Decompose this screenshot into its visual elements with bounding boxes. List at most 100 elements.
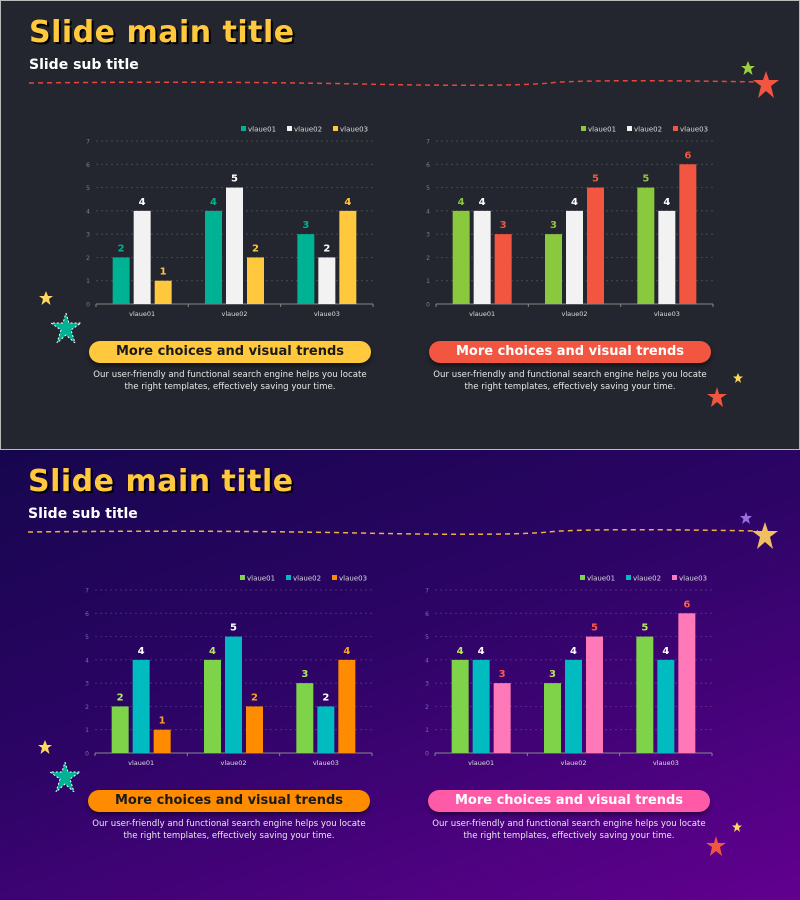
bar-vlaue01-vlaue03: [636, 636, 654, 753]
data-label: 4: [210, 197, 217, 208]
y-tick-label: 6: [426, 162, 430, 169]
legend-label: vlaue01: [588, 126, 616, 134]
slide-sub-title: Slide sub title: [29, 57, 139, 73]
bar-vlaue02-vlaue03: [318, 257, 336, 304]
bar-chart-right: 0 1 2 3 4 5 6 7 vlaue01 vlaue02 vlaue03 4 3 5 vlaue01 4…: [425, 575, 713, 767]
y-tick-label: 7: [85, 588, 89, 595]
y-tick-label: 0: [85, 751, 89, 758]
legend-label: vlaue01: [248, 126, 276, 134]
y-tick-label: 7: [426, 139, 430, 146]
trends-button[interactable]: More choices and visual trends: [89, 341, 371, 363]
legend-swatch: [581, 126, 586, 131]
bar-vlaue03-vlaue02: [586, 636, 603, 753]
legend-label: vlaue02: [633, 575, 661, 583]
y-tick-label: 5: [426, 185, 430, 192]
legend-swatch: [287, 126, 292, 131]
x-tick-label: vlaue03: [313, 759, 339, 767]
bar-vlaue03-vlaue03: [679, 164, 697, 304]
legend-swatch: [627, 126, 632, 131]
bar-vlaue02-vlaue02: [565, 659, 582, 753]
y-tick-label: 4: [85, 657, 89, 664]
bar-vlaue02-vlaue03: [658, 210, 676, 304]
star-icon: [706, 836, 726, 856]
data-label: 4: [344, 197, 351, 208]
data-label: 6: [684, 150, 691, 161]
legend-label: vlaue02: [294, 126, 322, 134]
x-tick-label: vlaue03: [314, 310, 340, 318]
trends-button[interactable]: More choices and visual trends: [428, 790, 710, 812]
data-label: 4: [662, 646, 669, 657]
data-label: 3: [499, 669, 506, 680]
data-label: 4: [571, 197, 578, 208]
bar-chart-left: 0 1 2 3 4 5 6 7 vlaue01 vlaue02 vlaue03 2 4 3 vlaue01 4…: [86, 126, 374, 318]
legend-swatch: [673, 126, 678, 131]
star-icon: [733, 373, 743, 383]
legend-swatch: [626, 575, 631, 580]
data-label: 2: [251, 692, 258, 703]
legend-label: vlaue01: [587, 575, 615, 583]
data-label: 5: [641, 623, 648, 634]
star-icon: [39, 291, 53, 305]
star-icon: [740, 512, 752, 524]
panel-description: Our user-friendly and functional search …: [92, 819, 366, 841]
bar-vlaue02-vlaue01: [472, 659, 490, 753]
data-label: 2: [323, 243, 330, 254]
bar-vlaue03-vlaue03: [678, 613, 696, 753]
slide-purple: Slide main title Slide sub title 0 1 2 3 4 5 6…: [0, 450, 800, 900]
y-tick-label: 6: [425, 611, 429, 618]
y-tick-label: 1: [86, 278, 90, 285]
bar-vlaue01-vlaue03: [637, 187, 655, 304]
data-label: 3: [302, 220, 309, 231]
bar-vlaue01-vlaue02: [205, 210, 222, 304]
data-label: 2: [118, 243, 125, 254]
y-tick-label: 0: [425, 751, 429, 758]
bar-vlaue01-vlaue03: [296, 683, 314, 753]
x-tick-label: vlaue01: [129, 310, 155, 318]
data-label: 4: [457, 646, 464, 657]
y-tick-label: 4: [86, 208, 90, 215]
x-tick-label: vlaue01: [469, 310, 495, 318]
data-label: 4: [479, 197, 486, 208]
bar-vlaue01-vlaue02: [204, 659, 221, 753]
x-tick-label: vlaue03: [653, 759, 679, 767]
star-icon: [732, 822, 742, 832]
data-label: 4: [343, 646, 350, 657]
legend-label: vlaue03: [340, 126, 368, 134]
legend-swatch: [240, 575, 245, 580]
slide-sub-title: Slide sub title: [28, 506, 138, 522]
data-label: 2: [322, 692, 329, 703]
x-tick-label: vlaue01: [128, 759, 154, 767]
y-tick-label: 6: [85, 611, 89, 618]
trends-button[interactable]: More choices and visual trends: [88, 790, 370, 812]
data-label: 3: [500, 220, 507, 231]
bar-vlaue03-vlaue02: [247, 257, 264, 304]
y-tick-label: 2: [86, 255, 90, 262]
y-tick-label: 3: [85, 681, 89, 688]
y-tick-label: 5: [85, 634, 89, 641]
data-label: 4: [478, 646, 485, 657]
y-tick-label: 2: [425, 704, 429, 711]
data-label: 1: [159, 716, 166, 727]
y-tick-label: 3: [426, 232, 430, 239]
y-tick-label: 1: [425, 727, 429, 734]
x-tick-label: vlaue02: [561, 310, 587, 318]
data-label: 3: [550, 220, 557, 231]
star-icon: [51, 313, 81, 343]
star-icon: [741, 61, 755, 75]
data-label: 6: [683, 599, 690, 610]
dashed-divider: [28, 528, 759, 536]
data-label: 1: [160, 267, 167, 278]
data-label: 5: [592, 174, 599, 185]
data-label: 3: [549, 669, 556, 680]
slide-main-title: Slide main title: [29, 15, 295, 50]
legend-swatch: [241, 126, 246, 131]
bar-chart-right: 0 1 2 3 4 5 6 7 vlaue01 vlaue02 vlaue03 4 3 5 vlaue01 4…: [426, 126, 714, 318]
bar-vlaue01-vlaue03: [297, 234, 315, 304]
y-tick-label: 7: [425, 588, 429, 595]
y-tick-label: 1: [85, 727, 89, 734]
bar-vlaue03-vlaue02: [246, 706, 263, 753]
legend-label: vlaue02: [634, 126, 662, 134]
trends-button[interactable]: More choices and visual trends: [429, 341, 711, 363]
x-tick-label: vlaue02: [220, 759, 246, 767]
bar-vlaue01-vlaue02: [545, 234, 562, 304]
